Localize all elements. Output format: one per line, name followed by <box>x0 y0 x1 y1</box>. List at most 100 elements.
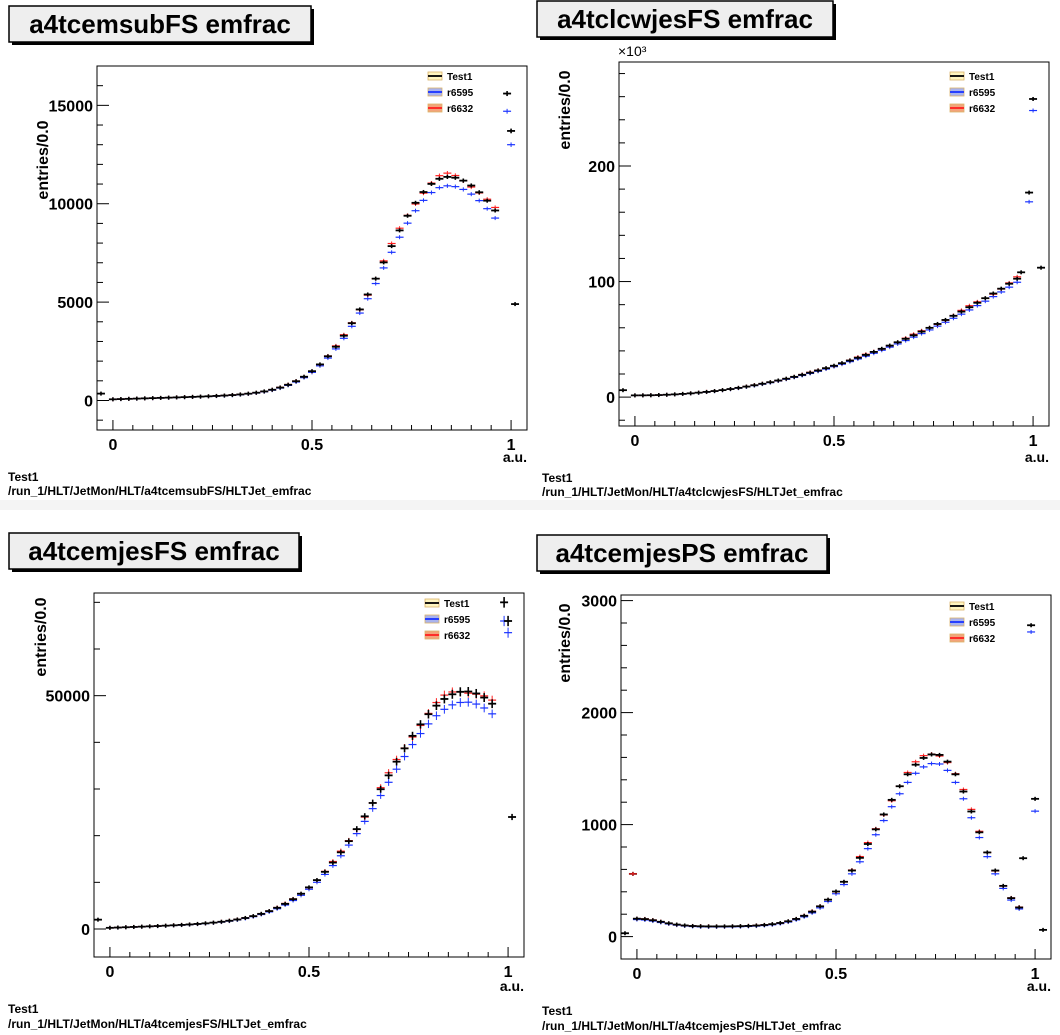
panel-0-point-r6595 <box>451 184 460 189</box>
panel-0-point-r6595 <box>491 216 500 221</box>
panel-1-data-points <box>619 96 1046 398</box>
panel-0-point-test1 <box>268 387 277 392</box>
panel-1-point-test1 <box>774 378 783 383</box>
panel-0-point-test1 <box>443 174 452 180</box>
panel-1-point-test1 <box>734 385 743 390</box>
panel-1-point-test1 <box>702 389 711 394</box>
panel-3-point-r6595 <box>863 846 872 851</box>
panel-2-point-test1 <box>233 917 242 922</box>
panel-2-point-r6595 <box>416 729 425 738</box>
panel-1-point-test1 <box>997 286 1006 291</box>
panel-1-x-tick-label: 0 <box>630 433 639 450</box>
panel-3-point-test1 <box>951 772 960 777</box>
panel-0-point-test1 <box>387 244 396 249</box>
panel-3-point-test1 <box>967 809 976 814</box>
panel-0-legend-label-r6595: r6595 <box>447 88 474 99</box>
panel-2-y-axis-label: entries/0.0 <box>33 597 50 676</box>
panel-1-point-r6595 <box>1029 108 1038 113</box>
panel-3-point-test1 <box>847 868 856 873</box>
panel-0-point-test1 <box>260 389 269 394</box>
panel-3-point-test1 <box>832 889 840 894</box>
panel-2-point-test1 <box>508 813 517 821</box>
panel-3-point-r6595 <box>871 832 880 837</box>
panel-2-point-test1 <box>273 905 282 910</box>
panel-0-point-test1 <box>395 228 404 233</box>
panel-2-point-test1 <box>336 849 345 855</box>
panel-3-point-test1 <box>768 922 777 927</box>
panel-2-x-tick-label: 0.5 <box>298 964 320 981</box>
panel-1-point-test1 <box>726 387 735 392</box>
panel-2-title: a4tcemjesFS emfrac <box>28 536 279 566</box>
panel-2-point-test1 <box>464 687 473 697</box>
panel-3-legend-label-r6632: r6632 <box>969 634 996 645</box>
panel-0-point-r6595 <box>427 190 436 195</box>
panel-0-point-test1 <box>140 396 149 401</box>
panel-1-point-test1 <box>893 340 902 345</box>
panel-0-point-r6595 <box>483 206 492 211</box>
panel-1-point-test1 <box>830 363 838 368</box>
panel-2-point-r6595 <box>432 711 441 720</box>
panel-3-point-test1 <box>704 924 713 929</box>
panel-0-point-test1 <box>323 354 332 359</box>
panel-3-point-test1 <box>895 784 904 789</box>
panel-2-point-test1 <box>504 615 513 627</box>
panel-1-point-test1 <box>949 313 958 318</box>
panel-0-point-test1 <box>371 276 380 281</box>
panel-0-x-tick-label: 0 <box>108 437 117 454</box>
panel-3-point-test1 <box>903 772 912 777</box>
panel-1-point-test1 <box>1025 190 1034 195</box>
panel-1-point-test1 <box>782 376 791 381</box>
panel-3-point-test1 <box>839 879 848 884</box>
panel-1-point-test1 <box>925 325 934 330</box>
panel-0-point-test1 <box>300 374 309 379</box>
panel-3-point-test1 <box>800 913 809 918</box>
panel-1-point-r6595 <box>1025 199 1034 204</box>
panel-1-x-tick-label: 0.5 <box>823 433 845 450</box>
panel-0-y-tick-label: 5000 <box>57 295 93 312</box>
panel-1-legend: Test1 r6595 r6632 <box>949 71 996 115</box>
panel-3-point-test1 <box>959 789 968 794</box>
panel-0-point-r6595 <box>363 296 372 301</box>
panel-2-point-test1 <box>500 597 509 608</box>
panel-0-point-test1 <box>156 395 165 400</box>
panel-3-point-test1 <box>760 922 769 927</box>
panel-2-point-test1 <box>432 701 441 711</box>
panel-3-point-r6595 <box>1027 629 1036 634</box>
panel-2-point-test1 <box>113 925 122 930</box>
panel-0-point-test1 <box>308 369 316 374</box>
panel-1-y-exponent: ×10³ <box>618 43 647 59</box>
panel-2-footer-path: /run_1/HLT/JetMon/HLT/a4tcemjesFS/HLTJet… <box>8 1017 307 1031</box>
panel-3-y-tick-label: 0 <box>608 930 617 947</box>
panel-0-point-test1 <box>292 379 301 384</box>
panel-0-ticks: 0 0.5 1 0 5000 10000 15000 <box>49 65 516 454</box>
panel-0-footer-path: /run_1/HLT/JetMon/HLT/a4tcemsubFS/HLTJet… <box>8 484 312 498</box>
panel-1-point-test1 <box>619 388 627 393</box>
panel-0-x-tick-label: 0.5 <box>301 437 323 454</box>
panel-3-point-test1 <box>632 916 641 921</box>
panel-0-point-test1 <box>459 178 468 183</box>
panel-0-point-test1 <box>108 397 117 402</box>
panel-2-point-test1 <box>281 901 290 906</box>
panel-0-point-r6595 <box>459 187 468 192</box>
panel-2-point-test1 <box>249 914 258 919</box>
panel-1-point-test1 <box>885 343 894 348</box>
panel-2-point-test1 <box>344 838 353 844</box>
panel-2-point-r6595 <box>408 740 417 749</box>
panel-2-point-test1 <box>161 923 170 928</box>
panel-3-point-test1 <box>863 842 872 847</box>
panel-3-y-tick-label: 2000 <box>581 706 617 723</box>
panel-1-point-test1 <box>710 389 719 394</box>
panel-3-title: a4tcemjesPS emfrac <box>556 538 809 568</box>
panel-3-point-test1 <box>736 924 745 929</box>
panel-2-point-test1 <box>488 699 497 709</box>
panel-3-point-r6595 <box>879 818 888 823</box>
panel-0-x-axis-label: a.u. <box>503 449 527 465</box>
panel-1-point-test1 <box>638 393 647 398</box>
panel-0-point-test1 <box>315 362 324 367</box>
panel-2-point-test1 <box>376 785 385 793</box>
panel-3-data-points <box>621 623 1048 936</box>
panel-0-y-axis-label: entries/0.0 <box>35 120 52 199</box>
panel-3-x-tick-label: 0.5 <box>825 966 847 983</box>
panel-1-point-test1 <box>814 368 823 373</box>
panel-1-x-axis-label: a.u. <box>1025 449 1049 465</box>
